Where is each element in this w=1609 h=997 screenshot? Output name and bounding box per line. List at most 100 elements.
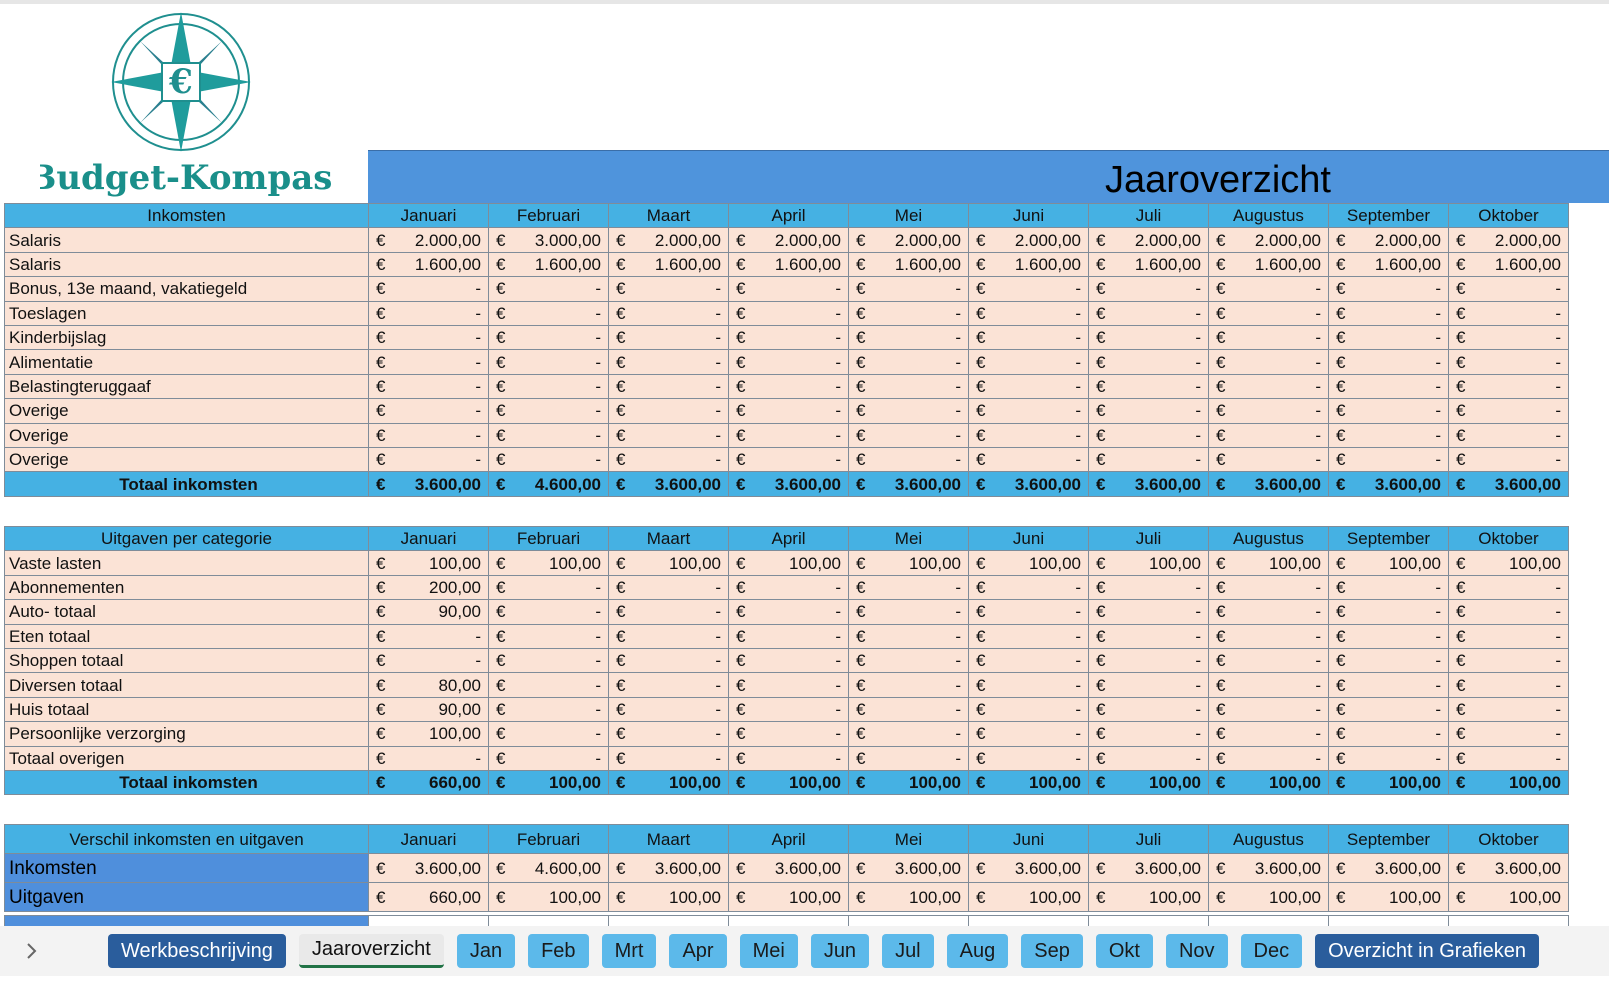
amount: -	[955, 401, 961, 421]
amount: -	[1315, 303, 1321, 323]
cell: € -	[1448, 696, 1569, 723]
cell: € -	[728, 300, 849, 326]
sheet-tab[interactable]: Sep	[1021, 934, 1083, 968]
amount: -	[835, 626, 841, 646]
cell: €2.000,00	[608, 227, 729, 253]
amount: -	[835, 328, 841, 348]
sheet-tab[interactable]: Nov	[1165, 934, 1228, 968]
cell: € -	[728, 721, 849, 747]
amount: -	[475, 303, 481, 323]
cell: €100,00	[1328, 882, 1449, 912]
month-header: Mei	[848, 203, 969, 229]
cell: € -	[1448, 276, 1569, 302]
currency: €	[736, 773, 746, 793]
cell: €100,00	[1448, 882, 1569, 912]
sheet-tab[interactable]: Feb	[528, 934, 589, 968]
currency: €	[376, 401, 386, 421]
cell: €660,00	[368, 770, 489, 796]
amount: -	[475, 651, 481, 671]
currency: €	[856, 303, 866, 323]
logo-text: Budget-Kompas	[40, 158, 332, 198]
amount: -	[595, 328, 601, 348]
amount: 2.000,00	[894, 230, 961, 250]
currency: €	[616, 577, 626, 597]
cell: €3.600,00	[608, 853, 729, 883]
amount: -	[1315, 376, 1321, 396]
amount: -	[1555, 425, 1561, 445]
currency: €	[616, 626, 626, 646]
cell: €3.000,00	[488, 227, 609, 253]
sheet-tab[interactable]: Overzicht in Grafieken	[1315, 934, 1539, 968]
cell: €660,00	[368, 882, 489, 912]
amount: 100,00	[1269, 887, 1321, 907]
sheet-tab[interactable]: Mrt	[601, 934, 657, 968]
currency: €	[736, 577, 746, 597]
sheet-tab[interactable]: Jun	[810, 934, 870, 968]
sheet-tab[interactable]: Jan	[456, 934, 516, 968]
currency: €	[1216, 773, 1226, 793]
cell: € -	[968, 745, 1089, 771]
sheet-tab[interactable]: Jaaroverzicht	[298, 934, 444, 968]
amount: 2.000,00	[654, 230, 721, 250]
cell: € -	[968, 599, 1089, 625]
amount: 3.600,00	[1374, 858, 1441, 878]
cell: € -	[368, 447, 489, 473]
amount: -	[835, 279, 841, 299]
currency: €	[1336, 887, 1346, 907]
month-header: Juni	[968, 526, 1089, 552]
currency: €	[496, 474, 506, 494]
amount: -	[1195, 303, 1201, 323]
cell: € -	[968, 648, 1089, 674]
amount: 2.000,00	[1014, 230, 1081, 250]
month-header: Juli	[1088, 203, 1209, 229]
sheet-tab[interactable]: Aug	[946, 934, 1009, 968]
sheet-tab[interactable]: Jul	[882, 934, 934, 968]
cell: € -	[968, 447, 1089, 473]
currency: €	[1456, 401, 1466, 421]
cell: € -	[1208, 745, 1329, 771]
currency: €	[376, 602, 386, 622]
currency: €	[1096, 602, 1106, 622]
currency: €	[616, 450, 626, 470]
sheet-tab[interactable]: Dec	[1240, 934, 1303, 968]
currency: €	[736, 303, 746, 323]
cell: € -	[608, 574, 729, 601]
amount: -	[1435, 626, 1441, 646]
amount: -	[955, 724, 961, 744]
currency: €	[1096, 699, 1106, 719]
cell: € -	[1208, 422, 1329, 448]
cell: € -	[1448, 398, 1569, 424]
sheet-tab[interactable]: Werkbeschrijving	[108, 934, 286, 968]
amount: -	[835, 602, 841, 622]
cell: € -	[1088, 696, 1209, 723]
cell: €200,00	[368, 574, 489, 601]
currency: €	[376, 425, 386, 445]
amount: 3.600,00	[894, 474, 961, 494]
amount: 100,00	[429, 553, 481, 573]
currency: €	[1216, 328, 1226, 348]
currency: €	[856, 858, 866, 878]
sheet-tab[interactable]: Apr	[669, 934, 727, 968]
scroll-arrow[interactable]	[0, 936, 108, 966]
sheet-tab[interactable]: Okt	[1095, 934, 1153, 968]
amount: -	[1195, 328, 1201, 348]
currency: €	[1216, 401, 1226, 421]
amount: -	[715, 675, 721, 695]
currency: €	[1336, 553, 1346, 573]
amount: -	[1315, 626, 1321, 646]
amount: -	[595, 450, 601, 470]
cell: € -	[488, 422, 609, 448]
currency: €	[1216, 651, 1226, 671]
sheet-tab[interactable]: Mei	[739, 934, 798, 968]
amount: 1.600,00	[894, 254, 961, 274]
currency: €	[376, 254, 386, 274]
cell: €100,00	[848, 550, 969, 576]
amount: 2.000,00	[1494, 230, 1561, 250]
amount: 80,00	[438, 675, 481, 695]
currency: €	[616, 773, 626, 793]
cell: € -	[608, 623, 729, 649]
amount: -	[1555, 675, 1561, 695]
month-header: Januari	[368, 203, 489, 229]
currency: €	[616, 254, 626, 274]
currency: €	[856, 887, 866, 907]
